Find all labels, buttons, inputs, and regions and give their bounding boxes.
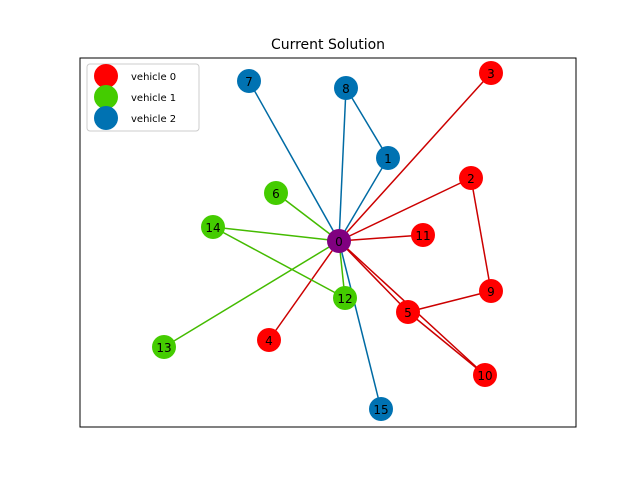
route-edge-0-1 xyxy=(338,157,389,242)
node-label-14: 14 xyxy=(205,221,220,235)
node-15: 15 xyxy=(369,397,393,421)
node-circle-1 xyxy=(376,146,400,170)
node-5: 5 xyxy=(396,300,420,324)
node-label-0: 0 xyxy=(335,235,343,249)
node-label-12: 12 xyxy=(337,292,352,306)
node-circle-11 xyxy=(411,223,435,247)
chart-title: Current Solution xyxy=(271,37,385,53)
node-3: 3 xyxy=(479,61,503,85)
node-6: 6 xyxy=(264,181,288,205)
node-label-15: 15 xyxy=(373,403,388,417)
legend-label-vehicle-0: vehicle 0 xyxy=(131,72,176,83)
route-edge-0-7 xyxy=(248,80,340,242)
node-label-13: 13 xyxy=(156,341,171,355)
route-edge-0-13 xyxy=(163,240,340,348)
route-edge-0-8 xyxy=(338,87,347,242)
node-label-8: 8 xyxy=(342,82,350,96)
route-edge-0-4 xyxy=(268,240,340,341)
node-2: 2 xyxy=(459,166,483,190)
node-label-6: 6 xyxy=(272,187,280,201)
route-edge-0-3 xyxy=(338,72,492,242)
node-label-5: 5 xyxy=(404,306,412,320)
node-7: 7 xyxy=(237,69,261,93)
legend: vehicle 0 vehicle 1 vehicle 2 xyxy=(86,63,200,132)
node-label-2: 2 xyxy=(467,172,475,186)
node-0: 0 xyxy=(327,229,351,253)
route-edge-0-2 xyxy=(338,177,472,242)
node-label-9: 9 xyxy=(487,285,495,299)
node-circle-6 xyxy=(264,181,288,205)
node-circle-0 xyxy=(327,229,351,253)
node-1: 1 xyxy=(376,146,400,170)
node-label-4: 4 xyxy=(265,334,273,348)
route-edges xyxy=(163,72,492,410)
route-edge-0-5 xyxy=(338,240,409,313)
node-8: 8 xyxy=(334,76,358,100)
node-circle-9 xyxy=(479,279,503,303)
node-label-1: 1 xyxy=(384,152,392,166)
route-edge-8-1 xyxy=(345,87,389,159)
node-circle-10 xyxy=(473,363,497,387)
route-edge-0-11 xyxy=(338,234,424,242)
route-edge-0-14 xyxy=(212,226,340,242)
legend-marker-vehicle-0 xyxy=(94,64,118,88)
node-circle-5 xyxy=(396,300,420,324)
node-circle-12 xyxy=(333,286,357,310)
legend-marker-vehicle-2 xyxy=(94,106,118,130)
node-circle-4 xyxy=(257,328,281,352)
node-4: 4 xyxy=(257,328,281,352)
node-12: 12 xyxy=(333,286,357,310)
legend-label-vehicle-1: vehicle 1 xyxy=(131,93,176,104)
route-edge-0-6 xyxy=(275,192,340,242)
route-edge-14-12 xyxy=(212,226,346,299)
route-edge-0-15 xyxy=(338,240,382,410)
node-circle-13 xyxy=(152,335,176,359)
node-label-11: 11 xyxy=(415,229,430,243)
node-circle-7 xyxy=(237,69,261,93)
node-circle-14 xyxy=(201,215,225,239)
route-edge-5-10 xyxy=(407,311,486,376)
node-circle-8 xyxy=(334,76,358,100)
node-11: 11 xyxy=(411,223,435,247)
route-edge-9-5 xyxy=(407,290,492,313)
legend-label-vehicle-2: vehicle 2 xyxy=(131,114,176,125)
legend-marker-vehicle-1 xyxy=(94,85,118,109)
node-9: 9 xyxy=(479,279,503,303)
node-label-10: 10 xyxy=(477,369,492,383)
node-label-7: 7 xyxy=(245,75,253,89)
node-circle-3 xyxy=(479,61,503,85)
node-circle-15 xyxy=(369,397,393,421)
node-10: 10 xyxy=(473,363,497,387)
node-13: 13 xyxy=(152,335,176,359)
route-edge-2-9 xyxy=(470,177,492,292)
node-14: 14 xyxy=(201,215,225,239)
node-circle-2 xyxy=(459,166,483,190)
node-label-3: 3 xyxy=(487,67,495,81)
